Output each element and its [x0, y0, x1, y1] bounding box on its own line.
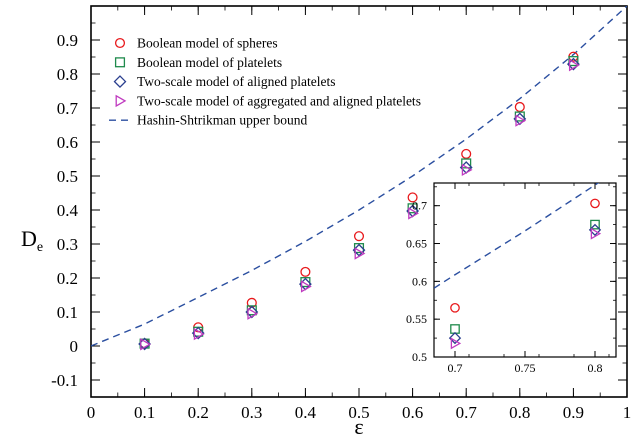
series-line-hashin-shtrikman-upper-bound	[91, 6, 627, 347]
series-line-hashin-shtrikman-upper-bound	[434, 183, 600, 289]
y-tick-label: 0.55	[406, 312, 427, 326]
inset-y-axis: 0.5 0.55 0.6 0.65 0.7	[406, 186, 616, 364]
x-tick-label: 0.2	[188, 403, 209, 422]
point-two-scale-model-of-aggregated-and-aligned-platelets	[300, 280, 312, 293]
legend-label: Boolean model of spheres	[137, 36, 278, 51]
y-axis-label-subscript: e	[37, 240, 43, 255]
y-axis-label: De	[21, 226, 43, 255]
x-tick-label: 0.75	[515, 361, 536, 375]
legend-marker-two-scale-model-of-aggregated-and-aligned-platelets	[115, 94, 127, 108]
legend-marker-boolean-model-of-platelets	[114, 57, 126, 68]
point-boolean-model-of-spheres	[353, 231, 365, 242]
legend-label: Boolean model of platelets	[137, 55, 282, 70]
point-boolean-model-of-spheres	[514, 101, 525, 113]
point-two-scale-model-of-aggregated-and-aligned-platelets	[247, 307, 259, 320]
point-two-scale-model-of-aggregated-and-aligned-platelets	[140, 338, 151, 351]
y-tick-label: 0.7	[412, 199, 427, 213]
y-tick-label: 0.4	[57, 201, 79, 220]
x-axis-label: ε	[354, 414, 363, 439]
x-tick-label: 0.3	[241, 403, 262, 422]
y-tick-label: 0.9	[57, 31, 78, 50]
point-two-scale-model-of-aggregated-and-aligned-platelets	[590, 227, 602, 240]
legend-label: Two-scale model of aligned platelets	[137, 74, 336, 89]
legend-label: Hashin-Shtrikman upper bound	[137, 113, 307, 128]
x-tick-label: 0.8	[509, 403, 530, 422]
point-two-scale-model-of-aggregated-and-aligned-platelets	[450, 337, 462, 350]
x-axis: 0 0.1 0.2 0.3 0.4 0.5 0.6 0.7 0.8 0.9 1	[87, 6, 632, 422]
legend-label: Two-scale model of aggregated and aligne…	[137, 93, 421, 108]
x-tick-label: 1	[623, 403, 632, 422]
y-axis: -0.1 0 0.1 0.2 0.3 0.4 0.5 0.6 0.7 0.8 0.9	[51, 22, 627, 390]
point-two-scale-model-of-aggregated-and-aligned-platelets	[408, 207, 419, 220]
y-tick-label: 0.7	[57, 99, 79, 118]
y-tick-label: 0.6	[412, 274, 427, 288]
point-boolean-model-of-spheres	[590, 198, 600, 209]
y-tick-label: 0.5	[412, 350, 427, 364]
y-tick-label: 0.2	[57, 269, 78, 288]
point-boolean-model-of-spheres	[450, 302, 460, 313]
inset-x-axis: 0.7 0.75 0.8	[448, 183, 610, 375]
point-two-scale-model-of-aligned-platelets	[588, 223, 602, 237]
x-tick-label: 0.5	[348, 403, 369, 422]
legend-marker-boolean-model-of-spheres	[114, 37, 126, 49]
x-tick-label: 0.9	[563, 403, 584, 422]
point-two-scale-model-of-aligned-platelets	[448, 331, 462, 345]
y-axis-label-main: D	[21, 226, 37, 251]
y-tick-label: 0.65	[406, 237, 427, 251]
point-two-scale-model-of-aggregated-and-aligned-platelets	[354, 247, 366, 260]
point-boolean-model-of-platelets	[590, 219, 600, 230]
x-tick-label: 0.7	[456, 403, 478, 422]
y-tick-label: 0	[70, 337, 79, 356]
legend-marker-two-scale-model-of-aligned-platelets	[113, 75, 127, 89]
y-tick-label: 0.6	[57, 133, 78, 152]
point-two-scale-model-of-aggregated-and-aligned-platelets	[193, 327, 205, 341]
y-tick-label: -0.1	[51, 371, 78, 390]
x-tick-label: 0.4	[295, 403, 317, 422]
x-tick-label: 0.1	[134, 403, 155, 422]
point-boolean-model-of-platelets	[461, 158, 472, 169]
point-two-scale-model-of-aggregated-and-aligned-platelets	[568, 58, 580, 72]
y-tick-label: 0.3	[57, 235, 78, 254]
x-tick-label: 0	[87, 403, 96, 422]
x-tick-label: 0.8	[588, 361, 603, 375]
point-boolean-model-of-spheres	[300, 266, 311, 277]
legend: Boolean model of spheres Boolean model of…	[109, 36, 421, 128]
inset-frame	[433, 182, 617, 358]
point-boolean-model-of-spheres	[461, 148, 472, 159]
point-boolean-model-of-spheres	[407, 192, 418, 203]
point-two-scale-model-of-aggregated-and-aligned-platelets	[461, 163, 473, 177]
point-two-scale-model-of-aggregated-and-aligned-platelets	[515, 114, 527, 127]
y-tick-label: 0.8	[57, 65, 78, 84]
y-tick-label: 0.5	[57, 167, 78, 186]
x-tick-label: 0.6	[402, 403, 423, 422]
y-tick-label: 0.1	[57, 303, 78, 322]
x-tick-label: 0.7	[448, 361, 463, 375]
